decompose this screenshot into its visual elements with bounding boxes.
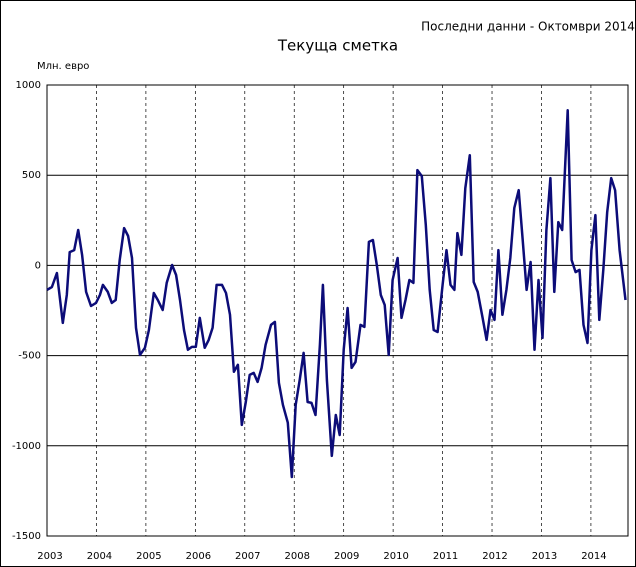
- x-tick-label: 2004: [87, 551, 112, 562]
- x-tick-label: 2005: [136, 551, 161, 562]
- y-tick-label: 1000: [16, 80, 41, 91]
- x-tick-label: 2003: [37, 551, 62, 562]
- x-tick-label: 2013: [532, 551, 557, 562]
- x-tick-label: 2010: [383, 551, 408, 562]
- y-tick-label: -1000: [12, 441, 41, 452]
- x-tick-label: 2009: [334, 551, 359, 562]
- chart-note: Последни данни - Октомври 2014 г.: [421, 20, 636, 34]
- y-tick-label: 0: [35, 260, 41, 271]
- x-tick-label: 2014: [581, 551, 606, 562]
- y-tick-label: -1500: [12, 531, 41, 542]
- y-tick-label: -500: [18, 351, 41, 362]
- chart-title: Текуща сметка: [277, 37, 398, 55]
- x-tick-label: 2007: [235, 551, 260, 562]
- data-line: [46, 109, 627, 479]
- y-axis-label: Млн. евро: [37, 61, 89, 72]
- y-tick-label: 500: [22, 170, 41, 181]
- x-tick-label: 2011: [433, 551, 458, 562]
- x-tick-label: 2008: [285, 551, 310, 562]
- x-tick-label: 2012: [482, 551, 507, 562]
- x-tick-label: 2006: [186, 551, 211, 562]
